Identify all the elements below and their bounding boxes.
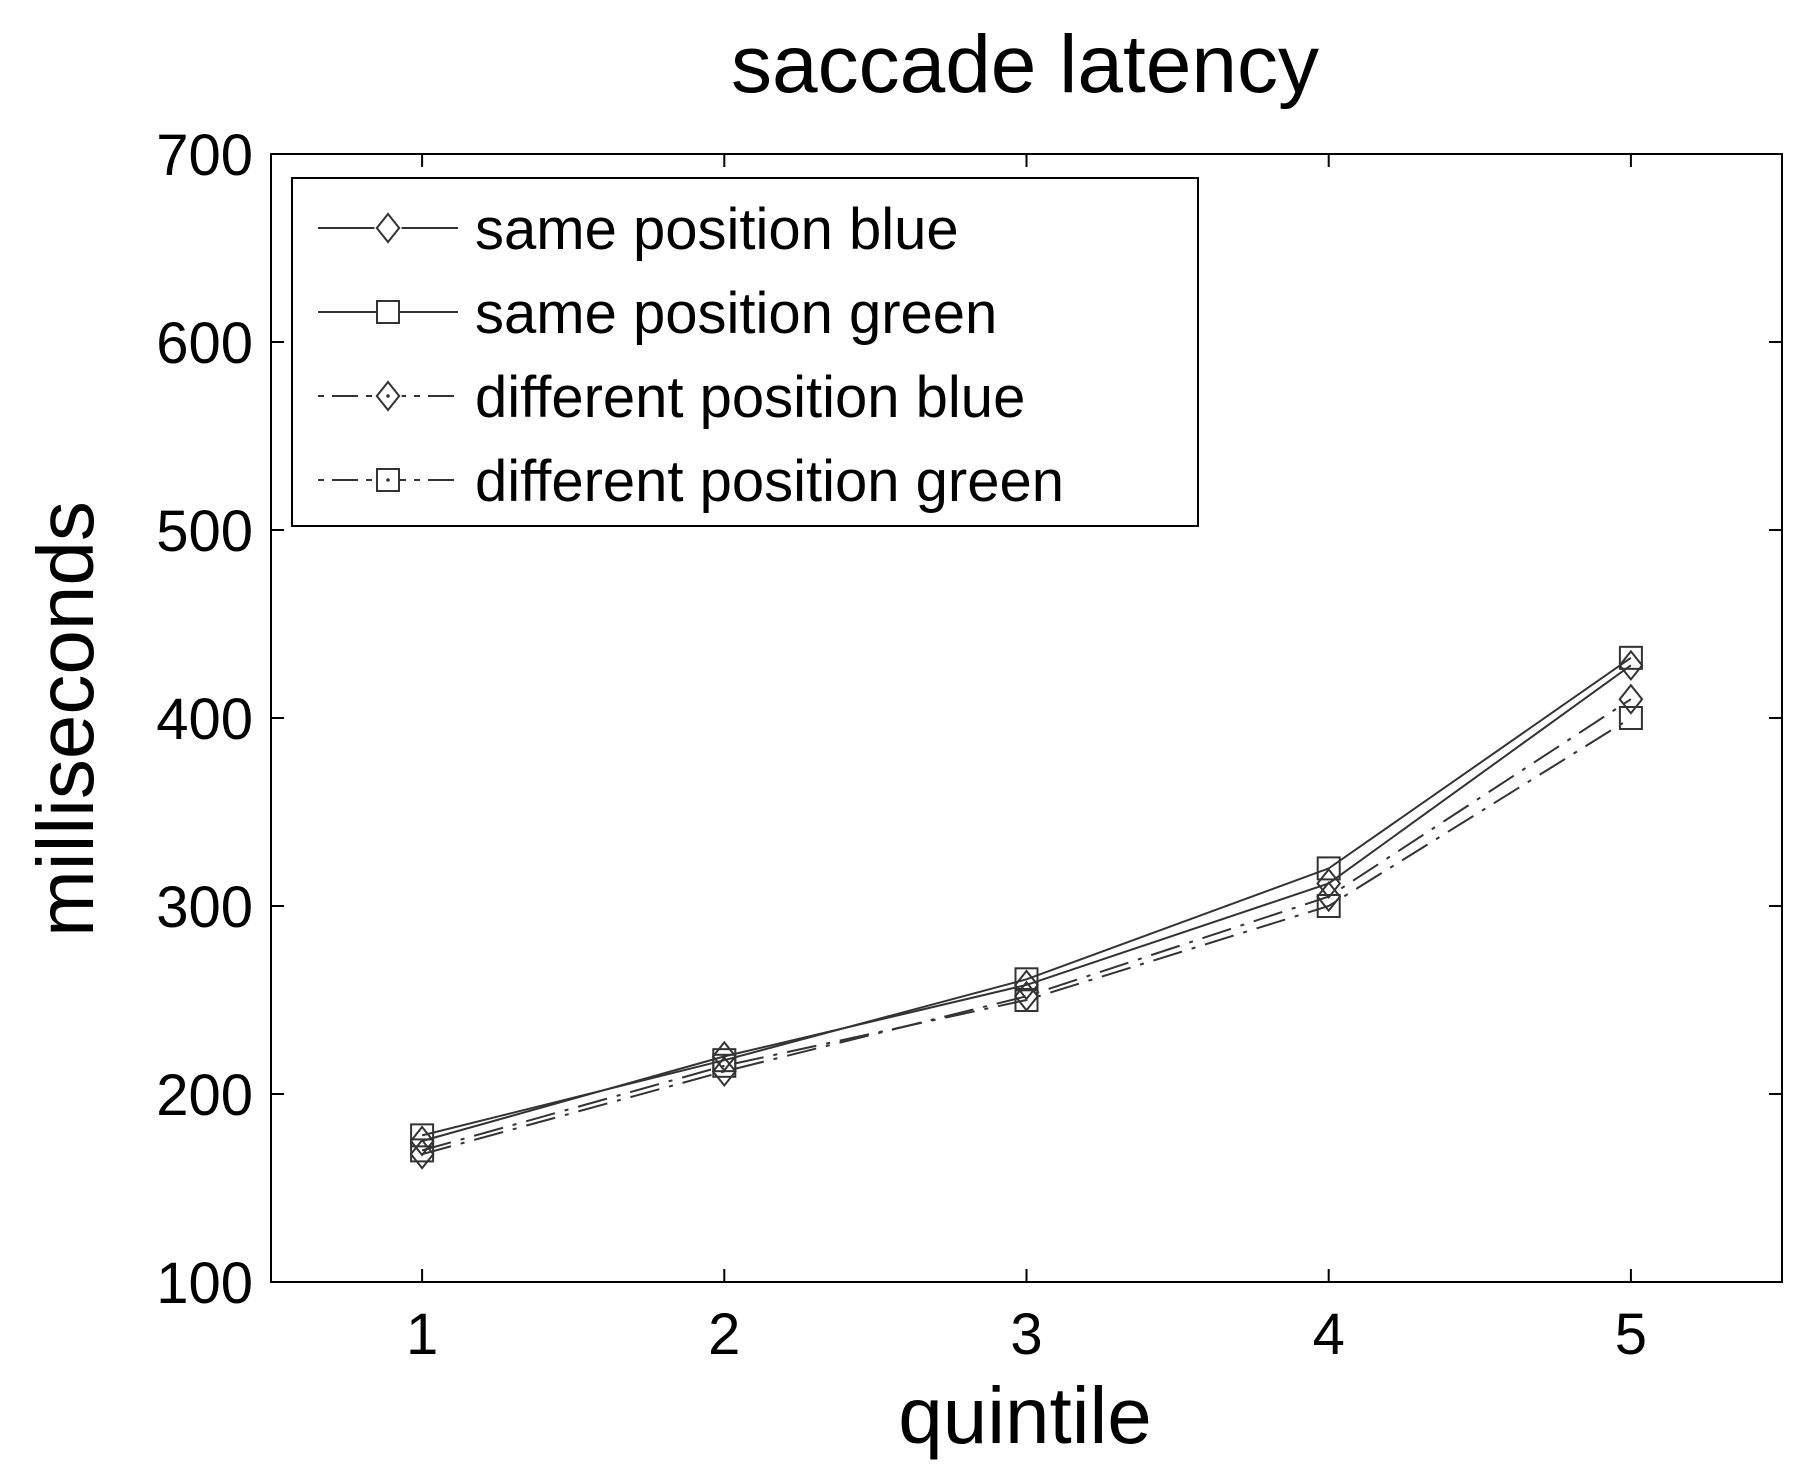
x-tick-label: 3 — [1010, 1302, 1042, 1367]
x-tick-label: 2 — [708, 1302, 740, 1367]
data-point — [1316, 880, 1342, 913]
legend-box — [291, 177, 1199, 527]
data-point — [712, 1053, 737, 1078]
x-tick-label: 4 — [1313, 1302, 1345, 1367]
legend-marker-bg — [374, 211, 402, 245]
legend-entry: same position green — [318, 281, 997, 346]
legend-label: same position green — [475, 281, 997, 346]
series-line — [421, 717, 1632, 1152]
axis-ticks: 1 2 3 4 5 100 200 300 400 500 600 700 — [156, 123, 1782, 1367]
legend-entry: different position green — [318, 449, 1064, 514]
legend-marker — [375, 212, 401, 244]
legend-label: different position blue — [475, 365, 1025, 430]
y-tick-label: 100 — [156, 1251, 253, 1316]
y-tick-label: 500 — [156, 499, 253, 564]
series-line — [421, 657, 1632, 1137]
y-tick-label: 700 — [156, 123, 253, 188]
series-line — [421, 664, 1632, 1142]
chart-title: saccade latency — [731, 19, 1319, 110]
legend-entry: different position blue — [318, 365, 1025, 430]
data-point — [1618, 645, 1643, 670]
y-tick-label: 600 — [156, 311, 253, 376]
data-point — [1014, 967, 1039, 992]
x-axis-label: quintile — [898, 1371, 1152, 1460]
x-tick-label: 1 — [406, 1302, 438, 1367]
legend-entries: same position blue same position green dif… — [318, 197, 1064, 514]
y-tick-label: 400 — [156, 687, 253, 752]
series-0 — [409, 649, 1644, 1157]
data-point — [1316, 856, 1341, 881]
legend-marker-center-dot — [386, 478, 390, 482]
legend-marker — [376, 468, 400, 492]
legend-marker-bg — [376, 300, 400, 324]
series-2 — [409, 683, 1644, 1170]
data-point — [1316, 894, 1341, 918]
legend-label: same position blue — [475, 197, 959, 262]
legend-marker — [375, 380, 401, 412]
data-point — [1618, 683, 1644, 715]
series-3 — [410, 706, 1643, 1163]
data-point — [409, 1125, 435, 1157]
data-series — [409, 645, 1644, 1170]
series-1 — [410, 645, 1643, 1148]
x-tick-label: 5 — [1615, 1302, 1647, 1367]
legend: same position blue same position green dif… — [291, 177, 1199, 527]
data-point — [410, 1138, 435, 1163]
legend-marker-center-dot — [386, 394, 390, 398]
data-point — [1618, 706, 1643, 730]
data-point — [711, 1055, 737, 1088]
y-tick-label: 200 — [156, 1063, 253, 1128]
data-point — [409, 1138, 435, 1170]
series-line — [421, 698, 1632, 1156]
y-axis-label: milliseconds — [21, 501, 110, 937]
y-tick-label: 300 — [156, 875, 253, 940]
legend-entry: same position blue — [318, 197, 959, 262]
data-point — [1618, 649, 1644, 681]
legend-marker — [376, 300, 400, 324]
legend-label: different position green — [475, 449, 1064, 514]
data-point — [410, 1123, 435, 1148]
data-point — [1014, 988, 1039, 1012]
